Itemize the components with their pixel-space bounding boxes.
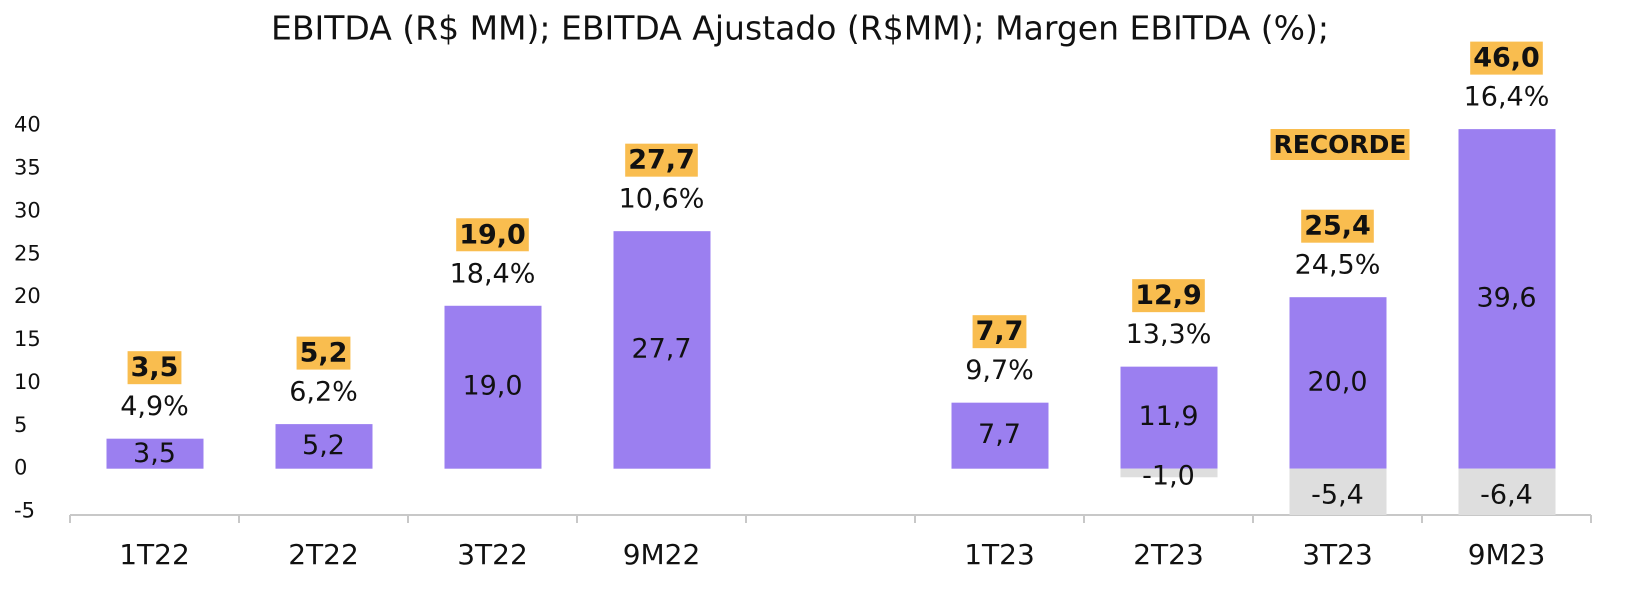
label-highlight [1470,41,1543,75]
adjusted-label: 25,4 [1304,211,1371,242]
adjusted-label: 3,5 [131,352,179,383]
bar [106,438,204,469]
y-tick-label: 40 [14,113,41,137]
bar [1120,468,1218,478]
y-tick-label: -5 [14,499,35,523]
plot-area [106,129,1556,515]
margin-label: 4,9% [120,391,189,422]
margin-label: 10,6% [619,184,705,215]
chart-title: EBITDA (R$ MM); EBITDA Ajustado (R$MM); … [271,9,1329,48]
x-tick-label: 3T23 [1302,538,1373,571]
bar [951,402,1049,469]
bar [1289,468,1387,515]
label-highlight [1270,129,1410,160]
label-highlight [456,218,529,252]
label-highlight [296,336,351,370]
value-label: 3,5 [133,438,176,469]
label-highlight [1301,209,1374,243]
value-label: -6,4 [1480,479,1533,510]
x-tick-label: 9M23 [1468,538,1546,571]
y-tick-label: 35 [14,156,41,180]
y-tick-label: 30 [14,198,41,222]
adjusted-label: 12,9 [1135,280,1202,311]
value-label: -5,4 [1311,479,1364,510]
y-tick-label: 25 [14,241,41,265]
adjusted-label: 19,0 [459,219,526,250]
value-label: -1,0 [1142,460,1195,491]
adjusted-label: 27,7 [628,145,695,176]
margin-label: 24,5% [1295,250,1381,281]
value-label: 5,2 [302,430,345,461]
y-tick-label: 20 [14,284,41,308]
value-label: 27,7 [631,333,691,364]
x-tick-label: 9M22 [623,538,701,571]
adjusted-label: 46,0 [1473,43,1540,74]
x-tick-label: 2T22 [288,538,359,571]
value-label: 20,0 [1307,366,1367,397]
annotation: RECORDE [1273,130,1406,159]
bar [1458,468,1556,515]
value-label: 39,6 [1476,282,1536,313]
value-label: 7,7 [978,419,1021,450]
y-tick-label: 0 [14,456,27,480]
label-highlight [625,143,698,177]
y-tick-label: 10 [14,370,41,394]
margin-label: 9,7% [965,355,1034,386]
bar [613,231,711,469]
value-label: 11,9 [1138,401,1198,432]
margin-label: 6,2% [289,377,358,408]
x-tick-label: 1T23 [964,538,1035,571]
adjusted-label: 7,7 [976,316,1024,347]
bar [1458,129,1556,469]
label-highlight [127,351,182,385]
x-tick-label: 3T22 [457,538,528,571]
x-tick-label: 2T23 [1133,538,1204,571]
margin-label: 13,3% [1126,319,1212,350]
y-tick-label: 15 [14,327,41,351]
bar [275,424,373,469]
x-tick-label: 1T22 [119,538,190,571]
bar [444,305,542,469]
label-highlight [972,315,1027,349]
bar [1120,366,1218,469]
adjusted-label: 5,2 [300,338,348,369]
bar [1289,297,1387,469]
margin-label: 16,4% [1464,82,1550,113]
y-tick-label: 5 [14,413,27,437]
label-highlight [1132,279,1205,313]
value-label: 19,0 [462,371,522,402]
margin-label: 18,4% [450,258,536,289]
